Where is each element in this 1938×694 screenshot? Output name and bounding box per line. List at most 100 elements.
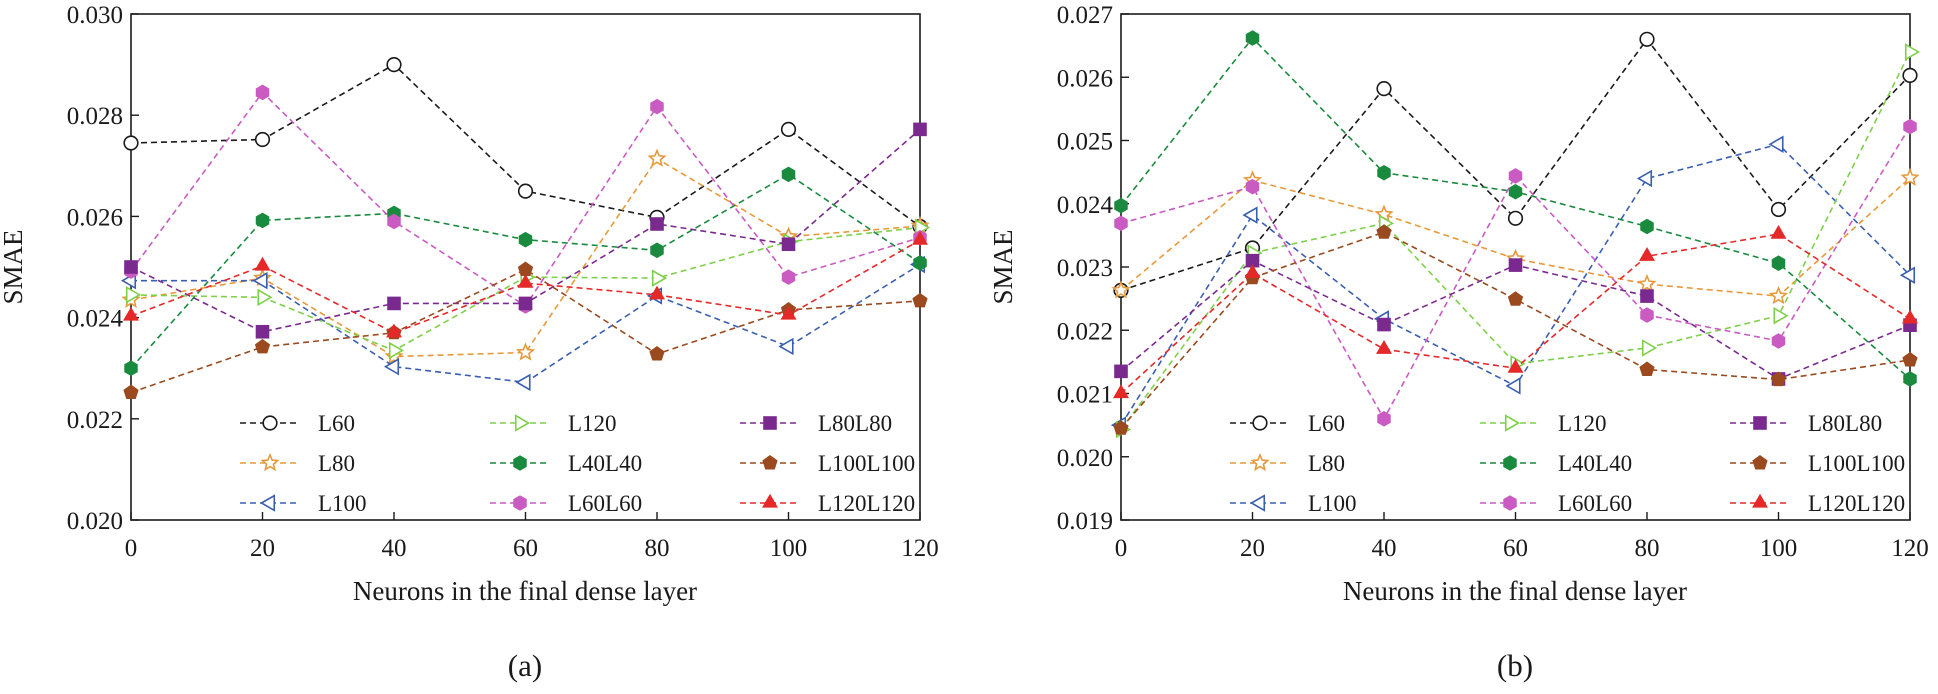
legend-label: L120: [1558, 411, 1607, 436]
x-tick-label: 60: [513, 535, 538, 562]
data-point: [1376, 224, 1392, 239]
data-point: [518, 231, 533, 248]
data-point: [123, 135, 139, 151]
legend-label: L60: [318, 411, 355, 436]
legend-item-l60l60: L60L60: [490, 491, 642, 516]
legend: L60 L80 L100 L120 L40L40 L60L60 L80L80 L100L100…: [240, 411, 915, 516]
data-point: [650, 98, 664, 115]
data-point: [386, 323, 402, 338]
panel-label: (a): [508, 648, 542, 683]
data-point: [255, 324, 270, 339]
data-point: [913, 255, 927, 271]
data-point: [517, 273, 534, 288]
y-tick-label: 0.020: [1057, 445, 1113, 472]
legend-label: L60L60: [1558, 491, 1632, 516]
data-point: [650, 242, 664, 259]
data-point: [1903, 371, 1917, 387]
data-point: [1242, 206, 1258, 224]
y-tick-label: 0.026: [67, 204, 123, 231]
legend-item-l80: L80: [1230, 451, 1345, 476]
data-point: [1113, 384, 1129, 399]
data-point: [1770, 371, 1787, 387]
legend-marker: [513, 495, 527, 511]
data-point: [123, 384, 139, 399]
data-point: [1903, 118, 1917, 135]
data-point: [517, 261, 534, 277]
data-point: [647, 148, 667, 167]
legend-item-l80: L80: [240, 451, 355, 476]
data-point: [1770, 224, 1787, 239]
x-tick-label: 60: [1503, 535, 1528, 562]
data-point: [125, 286, 142, 304]
x-tick-label: 120: [901, 535, 939, 562]
y-tick-label: 0.022: [67, 407, 123, 434]
x-axis-label: Neurons in the final dense layer: [353, 576, 697, 606]
data-point: [780, 121, 797, 137]
legend-item-l120: L120: [1480, 411, 1607, 436]
legend-item-l100: L100: [1230, 491, 1357, 516]
series-line: [1120, 51, 1911, 431]
data-point: [651, 269, 668, 287]
legend-item-l100l100: L100L100: [1730, 451, 1905, 476]
data-point: [1377, 164, 1391, 181]
data-point: [1507, 358, 1524, 373]
data-point: [1773, 306, 1789, 325]
legend-label: L60L60: [568, 491, 642, 516]
x-tick-label: 40: [382, 535, 407, 562]
legend-label: L100L100: [818, 451, 915, 476]
chart-panel-a: 0 20 40 60 80 100 120 0.020 0.022 0.024 0.026 0.028…: [0, 2, 939, 683]
data-point: [912, 230, 928, 245]
data-point: [123, 306, 139, 321]
legend-item-l80l80: L80L80: [740, 411, 892, 436]
axis-ticks: 0 20 40 60 80 100 120 0.020 0.022 0.024 0.026 0.028…: [67, 2, 939, 562]
data-point: [1377, 411, 1391, 427]
data-point: [1902, 309, 1918, 324]
series-group: [1110, 30, 1921, 439]
legend-label: L100: [1308, 491, 1357, 516]
data-point: [1245, 30, 1260, 46]
data-point: [388, 341, 405, 360]
legend-label: L60: [1308, 411, 1345, 436]
legend-label: L80: [1308, 451, 1345, 476]
legend-label: L120L120: [1808, 491, 1905, 516]
data-point: [1507, 291, 1524, 306]
legend-marker: [1753, 416, 1767, 430]
data-point: [387, 296, 401, 311]
data-point: [781, 166, 796, 183]
legend-marker: [1752, 454, 1768, 470]
series-l120: [1115, 43, 1921, 439]
series-l80: [121, 148, 930, 365]
legend-label: L80: [318, 451, 355, 476]
data-point: [517, 183, 534, 199]
data-point: [252, 271, 268, 290]
x-tick-label: 0: [125, 535, 138, 562]
data-point: [1114, 197, 1128, 214]
legend-label: L100: [318, 491, 367, 516]
legend-label: L100L100: [1808, 451, 1905, 476]
legend-marker: [514, 414, 531, 432]
data-point: [1508, 258, 1523, 272]
data-point: [1768, 135, 1784, 154]
legend-item-l120: L120: [490, 411, 617, 436]
data-point: [1641, 339, 1658, 357]
series-group: [120, 56, 931, 399]
series-l80l80: [124, 122, 927, 339]
data-point: [1113, 420, 1129, 435]
data-point: [1505, 377, 1521, 395]
legend-marker: [1249, 494, 1266, 512]
data-point: [1640, 289, 1654, 303]
data-point: [1508, 168, 1523, 184]
y-tick-label: 0.027: [1057, 2, 1113, 29]
data-point: [1640, 218, 1654, 235]
data-point: [383, 357, 400, 376]
legend-marker: [763, 416, 777, 430]
legend-item-l100: L100: [240, 491, 367, 516]
legend-label: L120L120: [818, 491, 915, 516]
y-tick-label: 0.030: [67, 2, 123, 29]
legend-item-l40l40: L40L40: [490, 451, 642, 476]
data-point: [387, 213, 401, 230]
legend-marker: [762, 454, 778, 470]
axis-ticks: 0 20 40 60 80 100 120 0.019 0.020 0.021 0.022 0.023…: [1057, 2, 1929, 562]
data-point: [649, 285, 665, 300]
